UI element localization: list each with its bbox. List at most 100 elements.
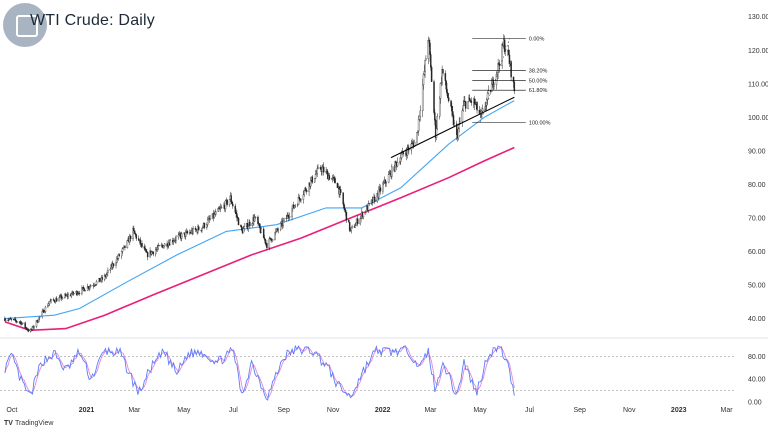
candle-up <box>106 272 108 275</box>
candle-down <box>342 192 344 205</box>
candle-up <box>302 194 305 200</box>
candle-up <box>155 249 157 255</box>
candle-down <box>276 228 279 231</box>
candle-up <box>308 182 310 192</box>
candle-down <box>507 49 510 56</box>
fib-level-label: 0.00% <box>529 37 545 43</box>
candle-up <box>228 199 231 205</box>
candle-down <box>257 216 259 224</box>
candle-up <box>116 258 118 263</box>
fib-level-label: 61.80% <box>529 88 548 94</box>
candle-up <box>163 243 166 247</box>
candle-up <box>419 110 421 117</box>
candle-down <box>235 212 237 214</box>
candle-up <box>382 183 384 192</box>
candle-up <box>242 228 245 234</box>
candle-up <box>33 326 35 329</box>
candle-down <box>9 318 12 320</box>
candle-up <box>219 208 221 210</box>
candle-up <box>38 317 40 322</box>
tradingview-brand: TV TradingView <box>4 420 53 427</box>
candle-down <box>266 243 268 249</box>
candle-down <box>15 320 17 322</box>
candle-up <box>314 178 316 183</box>
candle-up <box>275 230 277 233</box>
candle-down <box>264 238 267 244</box>
candle-up <box>385 182 387 184</box>
candle-up <box>459 121 461 124</box>
candle-up <box>268 238 271 249</box>
candle-down <box>194 228 197 230</box>
candle-down <box>430 54 432 68</box>
candle-up <box>21 323 23 325</box>
candle-up <box>300 199 302 201</box>
candle-down <box>336 182 339 189</box>
candle-down <box>379 187 382 192</box>
candle-up <box>277 229 279 231</box>
candle-down <box>451 110 454 116</box>
candle-up <box>349 230 352 231</box>
candle-up <box>359 218 361 225</box>
candle-up <box>418 115 421 120</box>
candle-up <box>293 206 296 209</box>
candle-down <box>83 288 86 292</box>
candle-up <box>317 167 319 169</box>
candle-down <box>249 222 251 226</box>
candle-down <box>141 243 143 247</box>
candle-up <box>220 206 223 208</box>
candle-up <box>243 226 245 230</box>
candle-up <box>400 153 403 159</box>
candle-up <box>129 235 131 243</box>
candle-up <box>172 240 175 243</box>
candle-up <box>421 84 424 112</box>
candle-down <box>53 299 56 302</box>
candle-up <box>169 240 172 246</box>
candle-up <box>99 280 102 282</box>
candle-up <box>496 72 499 75</box>
candle-down <box>240 224 242 227</box>
candle-up <box>213 213 215 218</box>
candle-up <box>61 297 64 299</box>
candle-up <box>47 305 49 308</box>
candle-down <box>345 211 348 221</box>
candle-down <box>118 254 120 257</box>
candle-up <box>331 178 333 180</box>
candle-up <box>95 284 97 286</box>
candle-up <box>70 294 73 297</box>
candle-down <box>166 243 168 247</box>
candle-down <box>134 233 137 235</box>
candle-down <box>4 318 6 321</box>
y-tick-label: 50.00 <box>748 283 766 290</box>
candle-up <box>274 232 276 240</box>
candle-up <box>115 262 117 266</box>
candle-up <box>362 212 365 218</box>
candle-down <box>343 203 345 209</box>
candle-down <box>236 213 238 218</box>
candle-up <box>120 251 123 257</box>
candle-down <box>52 299 55 301</box>
x-tick-label: 2021 <box>79 407 95 414</box>
candle-down <box>186 231 189 234</box>
candle-up <box>436 116 438 129</box>
candle-down <box>334 178 336 184</box>
osc-y-tick-label: 80.00 <box>748 354 766 361</box>
candle-up <box>247 226 249 229</box>
candle-down <box>374 196 376 203</box>
candle-down <box>133 230 136 234</box>
candle-down <box>447 93 449 98</box>
candle-down <box>444 73 447 81</box>
candle-up <box>224 200 227 210</box>
candle-up <box>354 225 357 228</box>
candle-down <box>230 195 232 202</box>
candle-up <box>206 224 208 228</box>
candlesticks <box>4 34 516 333</box>
candle-up <box>423 71 426 75</box>
candle-up <box>501 43 503 66</box>
candle-down <box>322 166 325 173</box>
candle-up <box>417 119 420 132</box>
candle-down <box>468 97 471 101</box>
candle-down <box>508 54 511 64</box>
fib-level-label: 38.20% <box>529 69 548 75</box>
candle-up <box>378 188 380 198</box>
candle-up <box>425 58 427 61</box>
